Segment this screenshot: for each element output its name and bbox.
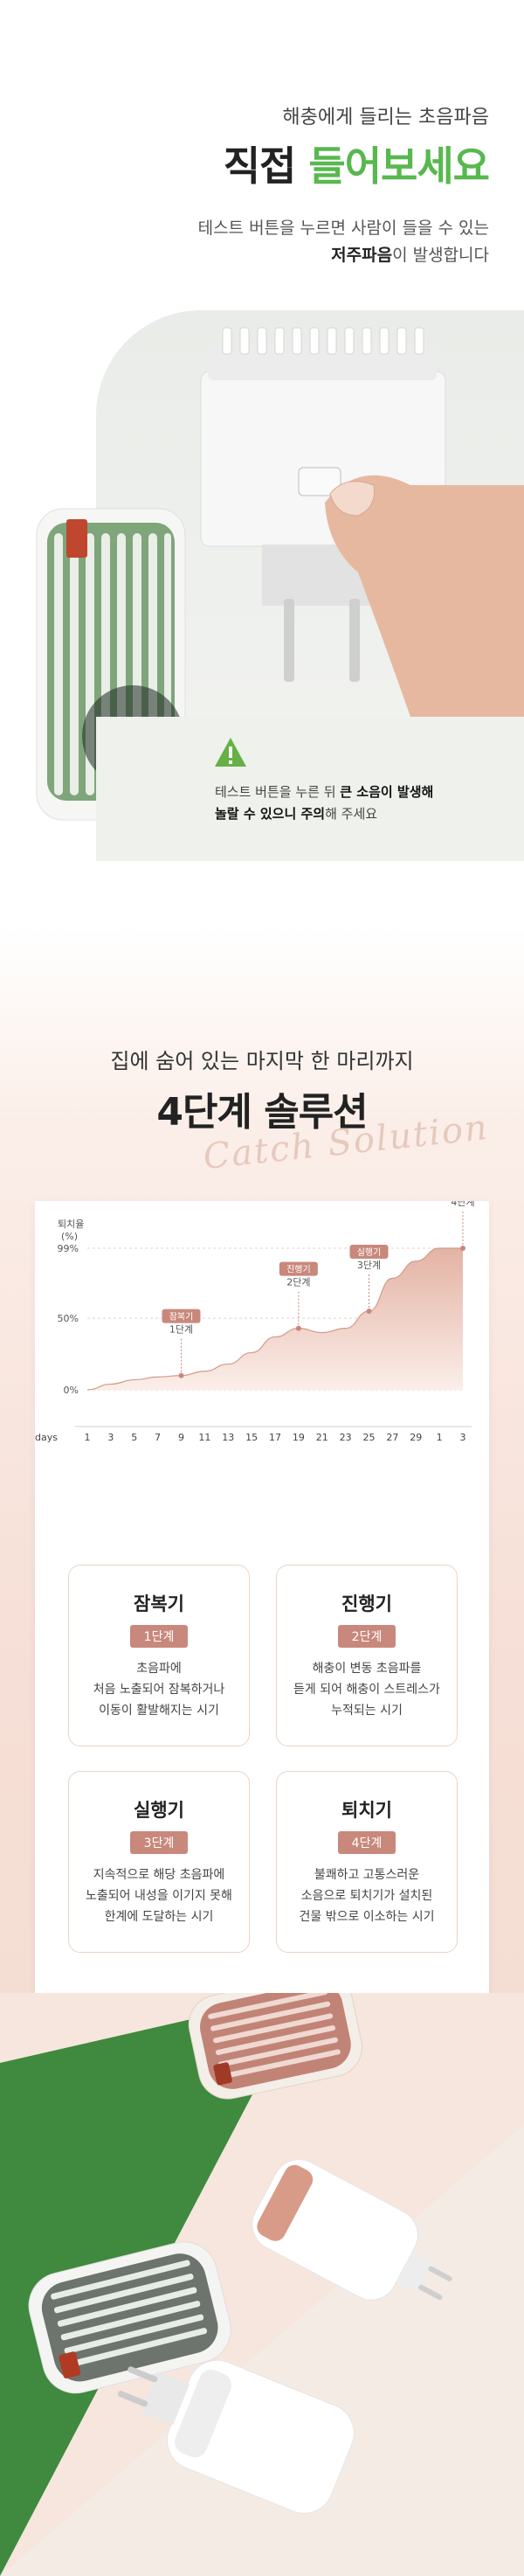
stage-desc-line: 초음파에 — [136, 1662, 182, 1676]
stage-badge: 2단계 — [337, 1625, 396, 1648]
stage-chart: 퇴치율 (%) 99% 50% 0% days 1 3 5 7 9 11 13 15 17 19 21 23 25 2… — [35, 1182, 489, 1533]
x-tick-label: 17 — [269, 1432, 281, 1443]
marker-step: 1단계 — [169, 1324, 193, 1336]
marker-name: 실행기 — [357, 1247, 382, 1258]
section1-subtitle: 해충에게 들리는 초음파음 — [282, 107, 489, 128]
section1-desc-line1: 테스트 버튼을 누르면 사람이 들을 수 있는 — [197, 219, 489, 238]
x-axis-label: days — [35, 1432, 58, 1443]
stage-name: 실행기 — [134, 1800, 184, 1821]
stage-desc: 초음파에 처음 노출되어 잠복하거나 이동이 활발해지는 시기 — [69, 1658, 249, 1721]
x-tick-label: 23 — [340, 1432, 352, 1443]
section1-title: 직접 들어보세요 — [0, 135, 490, 192]
stage-card-4: 퇴치기 4단계 불쾌하고 고통스러운 소음으로 퇴치기가 설치된 건물 밖으로 … — [276, 1771, 458, 1953]
marker-step: 3단계 — [357, 1260, 381, 1271]
test-button-section: 해충에게 들리는 초음파음 직접 들어보세요 테스트 버튼을 누르면 사람이 들… — [0, 0, 524, 927]
x-tick-label: 1 — [85, 1432, 91, 1443]
device-hand-illustration — [200, 327, 524, 717]
marker-step: 4단계 — [451, 1201, 474, 1208]
warning-line2: 놀랄 수 있으니 주의해 주세요 — [215, 804, 377, 823]
stage-desc: 해충이 변동 초음파를 듣게 되어 해충이 스트레스가 누적되는 시기 — [277, 1658, 457, 1721]
marker-point — [178, 1372, 184, 1378]
stage-card-1: 잠복기 1단계 초음파에 처음 노출되어 잠복하거나 이동이 활발해지는 시기 — [68, 1565, 250, 1746]
section2-title: 4단계 솔루션 — [156, 1090, 368, 1135]
x-tick-label: 9 — [178, 1432, 184, 1443]
stage-desc-line: 해충이 변동 초음파를 — [312, 1662, 422, 1676]
x-tick-label: 11 — [198, 1432, 210, 1443]
caution-box — [96, 717, 524, 861]
x-tick-label: 25 — [363, 1432, 376, 1443]
marker-point — [295, 1325, 301, 1331]
stage-name: 잠복기 — [134, 1594, 184, 1614]
stage-desc-line: 처음 노출되어 잠복하거나 — [93, 1683, 225, 1697]
stage-badge: 4단계 — [337, 1831, 396, 1854]
stage-badge: 3단계 — [129, 1831, 189, 1854]
y-tick-label: 50% — [58, 1313, 79, 1324]
stage-desc-line: 노출되어 내성을 이기지 못해 — [86, 1889, 232, 1903]
stage-name: 진행기 — [341, 1594, 392, 1614]
chart-svg: 퇴치율(%)99%50%0%days 1 3 5 7 9 11 13 15 17 19 21 23 25 2… — [35, 1182, 482, 1443]
marker-step: 2단계 — [286, 1277, 310, 1288]
stage-badge: 1단계 — [129, 1625, 189, 1648]
y-axis-label: 퇴치율 — [58, 1219, 84, 1230]
warning-icon — [215, 738, 246, 767]
y-tick-label: 0% — [64, 1385, 79, 1396]
warning-line2-a: 놀랄 수 있으니 주의 — [215, 806, 326, 822]
marker-name: 진행기 — [286, 1265, 311, 1275]
stage-desc-line: 이동이 활발해지는 시기 — [99, 1704, 219, 1718]
stage-desc-line: 지속적으로 해당 초음파에 — [93, 1868, 225, 1882]
x-tick-label: 5 — [131, 1432, 137, 1443]
marker-badge — [349, 1245, 389, 1259]
y-tick-label: 99% — [58, 1243, 79, 1254]
stage-card-2: 진행기 2단계 해충이 변동 초음파를 듣게 되어 해충이 스트레스가 누적되는… — [276, 1565, 458, 1746]
stage-desc-line: 한계에 도달하는 시기 — [104, 1910, 214, 1924]
stage-desc-line: 건물 밖으로 이소하는 시기 — [299, 1910, 435, 1924]
warning-line1-a: 테스트 버튼을 누른 뒤 — [215, 784, 341, 800]
marker-badge — [162, 1309, 201, 1323]
marker-point — [366, 1309, 372, 1314]
warning-line1: 테스트 버튼을 누른 뒤 큰 소음이 발생해 — [215, 782, 433, 801]
marker-point — [460, 1246, 465, 1251]
y-axis-label-unit: (%) — [61, 1231, 78, 1242]
x-tick-label: 7 — [155, 1432, 161, 1443]
stage-desc-line: 듣게 되어 해충이 스트레스가 — [293, 1683, 440, 1697]
section2-subtitle: 집에 숨어 있는 마지막 한 마리까지 — [110, 1049, 414, 1073]
area-line — [86, 1247, 463, 1391]
x-tick-label: 1 — [437, 1432, 443, 1443]
products-photo — [0, 1993, 524, 2576]
desc-bold: 저주파음 — [331, 246, 393, 265]
stage-name: 퇴치기 — [341, 1800, 392, 1821]
marker-badge — [279, 1261, 318, 1276]
stage-desc: 불쾌하고 고통스러운 소음으로 퇴치기가 설치된 건물 밖으로 이소하는 시기 — [277, 1864, 457, 1927]
x-tick-label: 13 — [222, 1432, 234, 1443]
x-tick-label: 3 — [460, 1432, 466, 1443]
stage-desc-line: 소음으로 퇴치기가 설치된 — [300, 1889, 433, 1903]
x-tick-label: 15 — [245, 1432, 258, 1443]
x-tick-label: 29 — [410, 1432, 422, 1443]
x-tick-label: 19 — [293, 1432, 305, 1443]
x-tick-label: 3 — [107, 1432, 114, 1443]
stage-desc-line: 불쾌하고 고통스러운 — [314, 1868, 420, 1882]
warning-line2-b: 해 주세요 — [325, 806, 378, 822]
marker-name: 잠복기 — [169, 1312, 194, 1323]
title-part2: 들어보세요 — [308, 142, 490, 190]
x-tick-label: 27 — [386, 1432, 398, 1443]
section1-desc-line2: 저주파음이 발생합니다 — [0, 242, 489, 266]
title-part1: 직접 — [223, 142, 309, 190]
stage-card-3: 실행기 3단계 지속적으로 해당 초음파에 노출되어 내성을 이기지 못해 한계… — [68, 1771, 250, 1953]
warning-line1-b: 큰 소음이 발생해 — [340, 784, 434, 800]
x-tick-label: 21 — [316, 1432, 328, 1443]
stage-desc: 지속적으로 해당 초음파에 노출되어 내성을 이기지 못해 한계에 도달하는 시… — [69, 1864, 249, 1927]
stage-desc-line: 누적되는 시기 — [331, 1704, 403, 1718]
desc-rest: 이 발생합니다 — [392, 246, 489, 265]
area-fill — [87, 1248, 463, 1390]
